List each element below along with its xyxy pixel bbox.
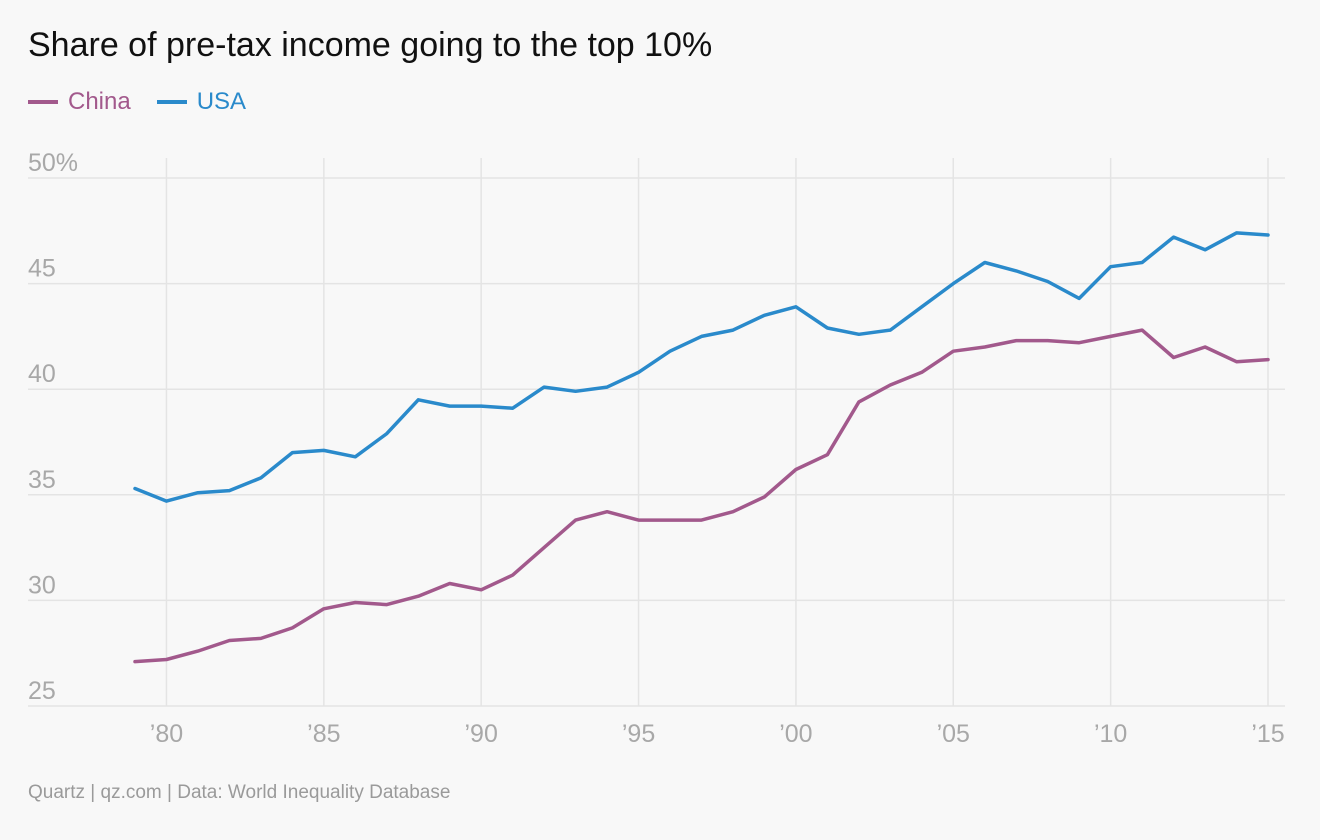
y-tick-label: 25 xyxy=(28,677,56,705)
legend-swatch-usa xyxy=(156,100,187,104)
chart-title: Share of pre-tax income going to the top… xyxy=(28,26,713,64)
legend: China USA xyxy=(28,88,246,116)
legend-label-china: China xyxy=(68,88,131,115)
x-tick-label: ’80 xyxy=(150,720,183,748)
y-tick-label: 45 xyxy=(28,255,56,283)
x-tick-label: ’90 xyxy=(465,720,498,748)
y-tick-label: 35 xyxy=(28,466,56,494)
legend-label-usa: USA xyxy=(196,88,247,115)
legend-item-usa: USA xyxy=(156,88,247,116)
y-tick-label: 30 xyxy=(28,571,56,599)
x-tick-label: ’85 xyxy=(307,720,340,748)
y-tick-label: 50% xyxy=(28,149,78,177)
x-tick-label: ’10 xyxy=(1094,720,1127,748)
x-tick-label: ’05 xyxy=(937,720,970,748)
y-tick-label: 40 xyxy=(28,360,56,388)
legend-swatch-china xyxy=(28,100,58,104)
series-line-usa xyxy=(133,231,1270,503)
source-note: Quartz | qz.com | Data: World Inequality… xyxy=(28,782,451,803)
x-tick-label: ’95 xyxy=(622,720,655,748)
legend-item-china: China xyxy=(28,88,131,116)
series-line-china xyxy=(133,328,1270,664)
x-tick-label: ’00 xyxy=(779,720,812,748)
x-tick-label: ’15 xyxy=(1251,720,1284,748)
